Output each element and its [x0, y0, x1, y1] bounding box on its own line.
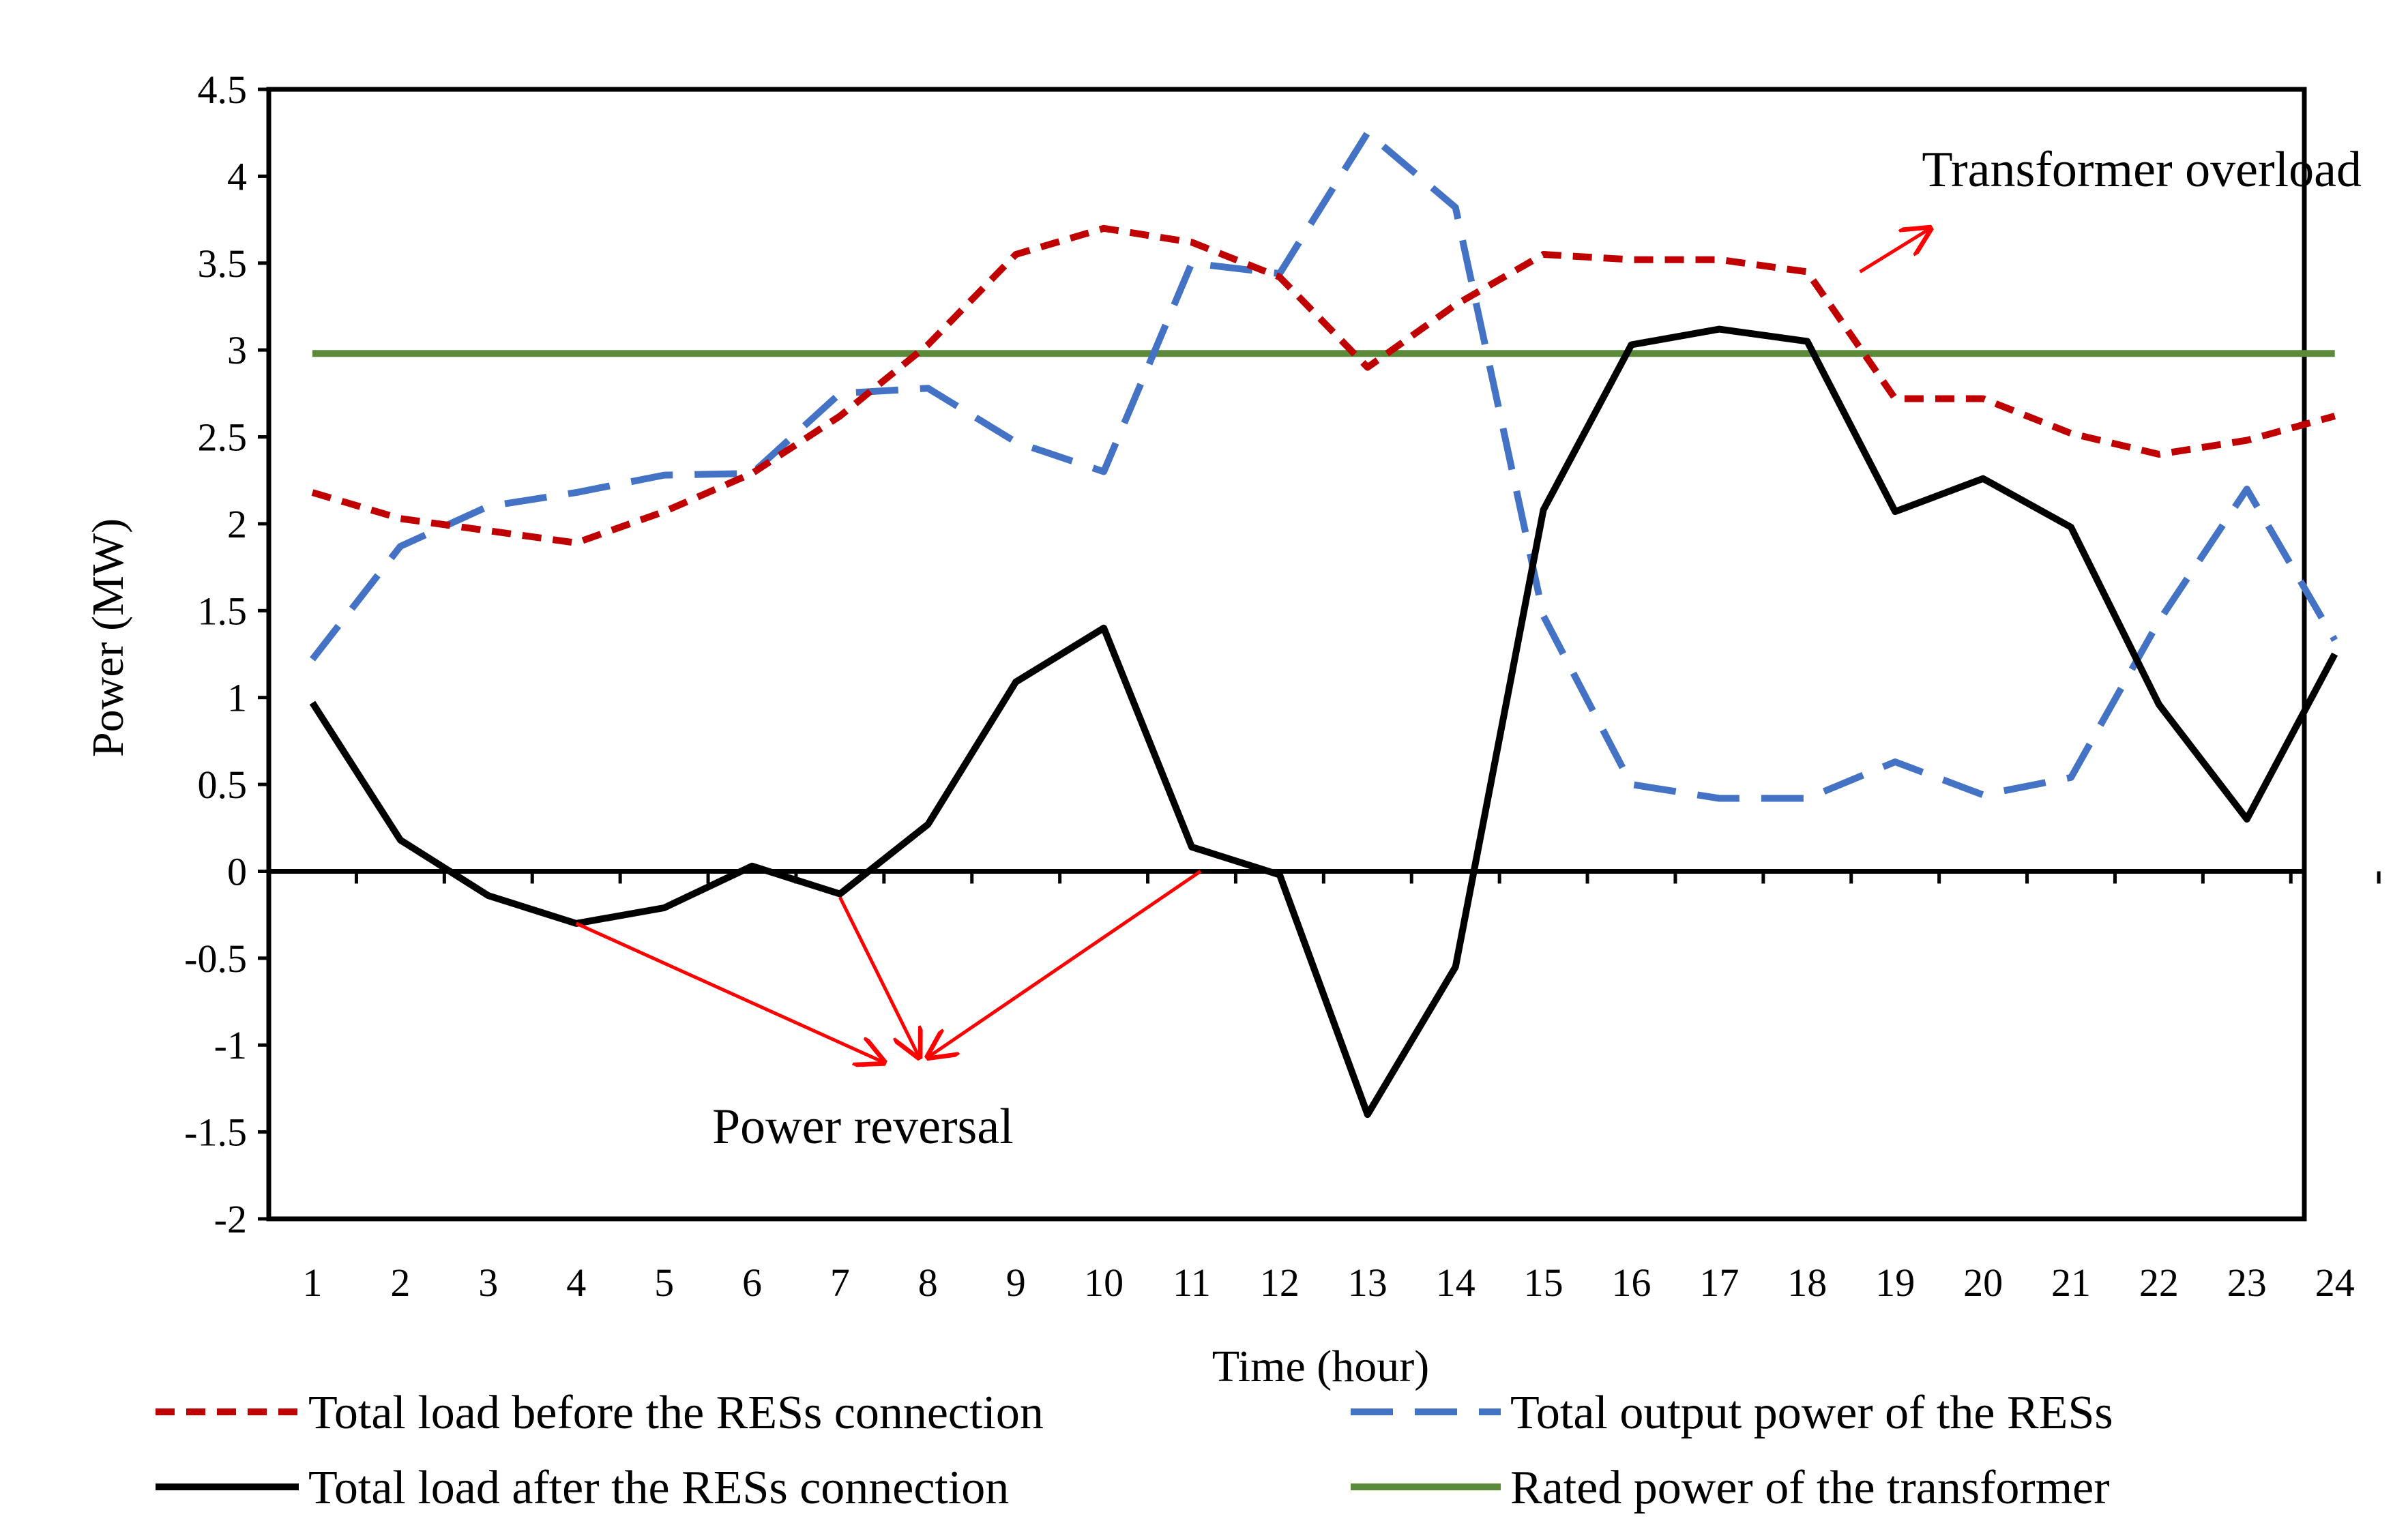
x-tick-label: 21: [2051, 1260, 2091, 1305]
plot-area-frame: [266, 87, 2307, 1222]
x-tick-label: 3: [478, 1260, 498, 1305]
zero-baseline: [267, 868, 2381, 884]
legend-label-rated-power: Rated power of the transformer: [1510, 1462, 2110, 1514]
x-tick-label: 15: [1524, 1260, 1563, 1305]
y-tick-label: 4.5: [198, 68, 248, 112]
x-tick-label: 20: [1963, 1260, 2003, 1305]
legend-label-load-after: Total load after the RESs connection: [308, 1462, 1009, 1514]
annotation-transformer-overload: Transformer overload: [1922, 142, 2362, 198]
overload-arrow: [1859, 228, 1930, 274]
x-tick-label: 2: [390, 1260, 410, 1305]
x-tick-label: 14: [1436, 1260, 1475, 1305]
series-res-output-line: [310, 129, 2338, 802]
y-tick-label: 2.5: [198, 415, 248, 460]
x-tick-label: 17: [1699, 1260, 1739, 1305]
y-tick-label: 1.5: [198, 589, 248, 633]
x-tick-label: 19: [1875, 1260, 1915, 1305]
y-tick-label: -1: [214, 1023, 247, 1067]
x-tick-label: 7: [830, 1260, 850, 1305]
y-tick-label: 0.5: [198, 763, 248, 807]
x-axis: 1 2 3 4 5 6 7 8 9 10 11 12 13 14 15 16 17 18 19 20 21 22 23 24: [303, 1260, 2355, 1305]
x-tick-label: 12: [1260, 1260, 1300, 1305]
y-tick-label: 3.5: [198, 241, 248, 286]
x-tick-label: 9: [1006, 1260, 1026, 1305]
x-tick-label: 10: [1084, 1260, 1124, 1305]
x-tick-label: 4: [566, 1260, 586, 1305]
x-tick-label: 22: [2139, 1260, 2179, 1305]
annotation-layer: [575, 228, 1930, 1063]
y-tick-label: 2: [227, 502, 247, 546]
x-tick-label: 16: [1612, 1260, 1651, 1305]
x-tick-label: 13: [1348, 1260, 1387, 1305]
x-axis-title: Time (hour): [1212, 1342, 1429, 1391]
y-tick-label: 0: [227, 849, 247, 893]
y-tick-label: -1.5: [184, 1110, 247, 1155]
series-load-after-line: [309, 325, 2338, 1119]
series-load-before-line: [311, 224, 2336, 546]
y-axis: 4.5 4 3.5 3 2.5 2 1.5 1 0.5 0 -0.5 -1 -1.5 -2: [184, 68, 269, 1241]
y-tick-label: 4: [227, 154, 247, 198]
y-axis-title: Power (MW): [83, 518, 133, 757]
reversal-arrow: [928, 870, 1202, 1057]
x-tick-label: 8: [918, 1260, 938, 1305]
reversal-arrow: [838, 896, 919, 1057]
x-tick-label: 1: [303, 1260, 323, 1305]
y-tick-label: -0.5: [184, 936, 247, 981]
x-tick-label: 23: [2227, 1260, 2267, 1305]
x-tick-label: 6: [742, 1260, 762, 1305]
x-tick-label: 18: [1787, 1260, 1827, 1305]
x-tick-label: 5: [654, 1260, 674, 1305]
y-tick-label: 1: [227, 676, 247, 720]
y-tick-label: -2: [214, 1197, 247, 1241]
x-tick-label: 24: [2315, 1260, 2355, 1305]
annotation-power-reversal: Power reversal: [712, 1099, 1014, 1155]
legend-label-load-before: Total load before the RESs connection: [308, 1387, 1044, 1439]
legend: Total load before the RESs connection To…: [156, 1387, 2113, 1514]
y-tick-label: 3: [227, 328, 247, 372]
series-layer: [309, 129, 2338, 1119]
reversal-arrow: [575, 921, 884, 1063]
x-tick-label: 11: [1173, 1260, 1211, 1305]
legend-label-res-output: Total output power of the RESs: [1510, 1387, 2113, 1439]
